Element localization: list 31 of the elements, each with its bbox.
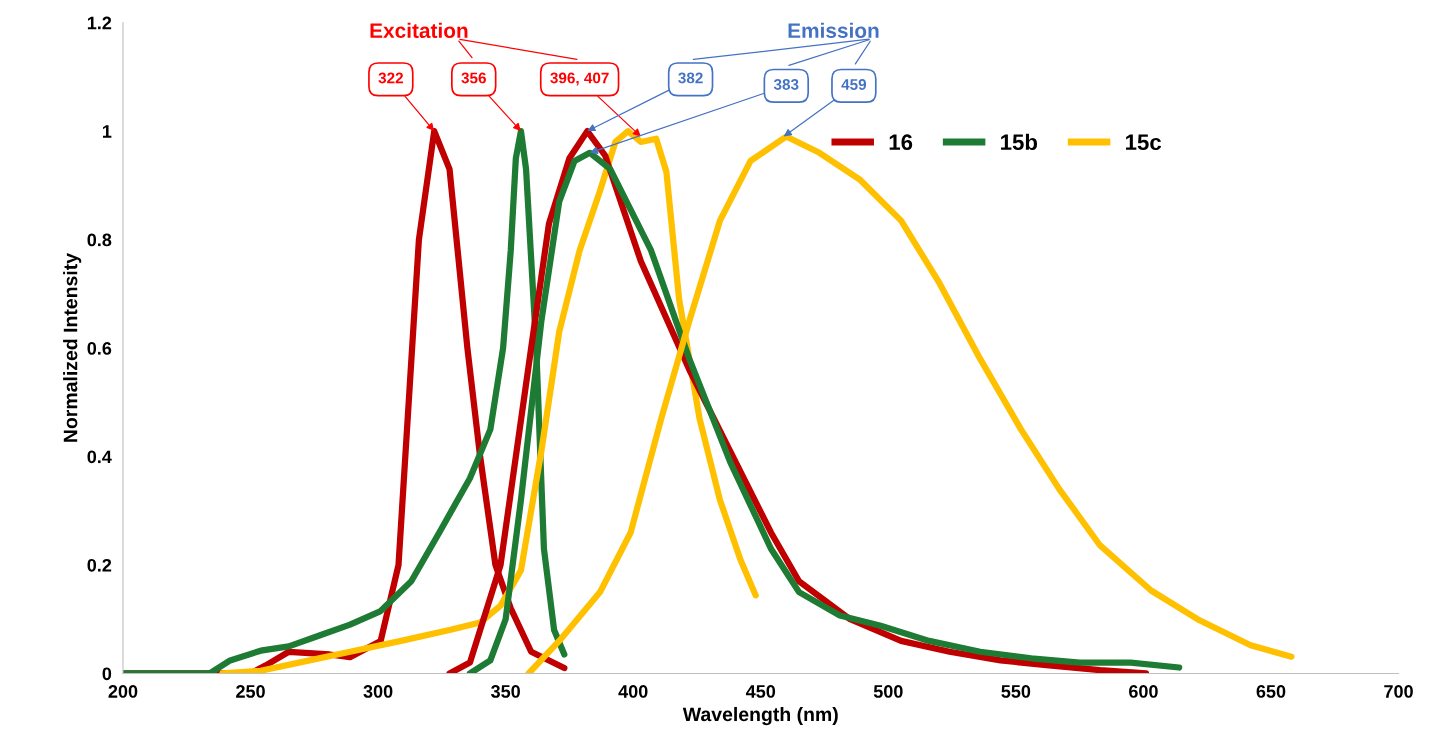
- x-tick-label: 650: [1256, 685, 1286, 698]
- x-tick-label: 350: [491, 685, 520, 698]
- y-tick-label: 0.4: [87, 450, 112, 464]
- y-tick-label: 1.2: [87, 16, 112, 30]
- x-tick-label: 200: [108, 685, 138, 698]
- x-tick-label: 600: [1129, 685, 1158, 698]
- x-tick-label: 400: [618, 685, 648, 698]
- annotation: 459: [841, 79, 867, 90]
- y-tick-label: 0.2: [87, 558, 112, 572]
- annotation: 383: [773, 79, 799, 90]
- y-tick-label: 0.8: [87, 233, 112, 247]
- annotation: 356: [461, 72, 486, 84]
- legend-label: 16: [889, 134, 913, 151]
- x-tick-label: 300: [363, 685, 393, 698]
- x-tick-label: 250: [236, 685, 265, 698]
- annotation: Emission: [788, 22, 879, 38]
- y-tick-label: 1: [102, 125, 112, 138]
- x-tick-label: 450: [745, 685, 776, 698]
- x-tick-label: 550: [1001, 685, 1031, 698]
- x-axis-title: Wavelength (nm): [682, 706, 838, 726]
- x-tick-label: 500: [873, 685, 903, 698]
- y-tick-label: 0: [102, 667, 112, 681]
- annotation: 382: [678, 72, 703, 84]
- annotation: 322: [378, 72, 403, 84]
- annotation: 396, 407: [550, 72, 609, 86]
- legend-label: 15b: [1001, 133, 1038, 151]
- x-tick-label: 700: [1384, 685, 1413, 698]
- y-axis-title: Normalized Intensity: [63, 253, 82, 442]
- annotation: Excitation: [370, 22, 468, 38]
- y-tick-label: 0.6: [87, 341, 112, 355]
- legend-label: 15c: [1126, 134, 1162, 151]
